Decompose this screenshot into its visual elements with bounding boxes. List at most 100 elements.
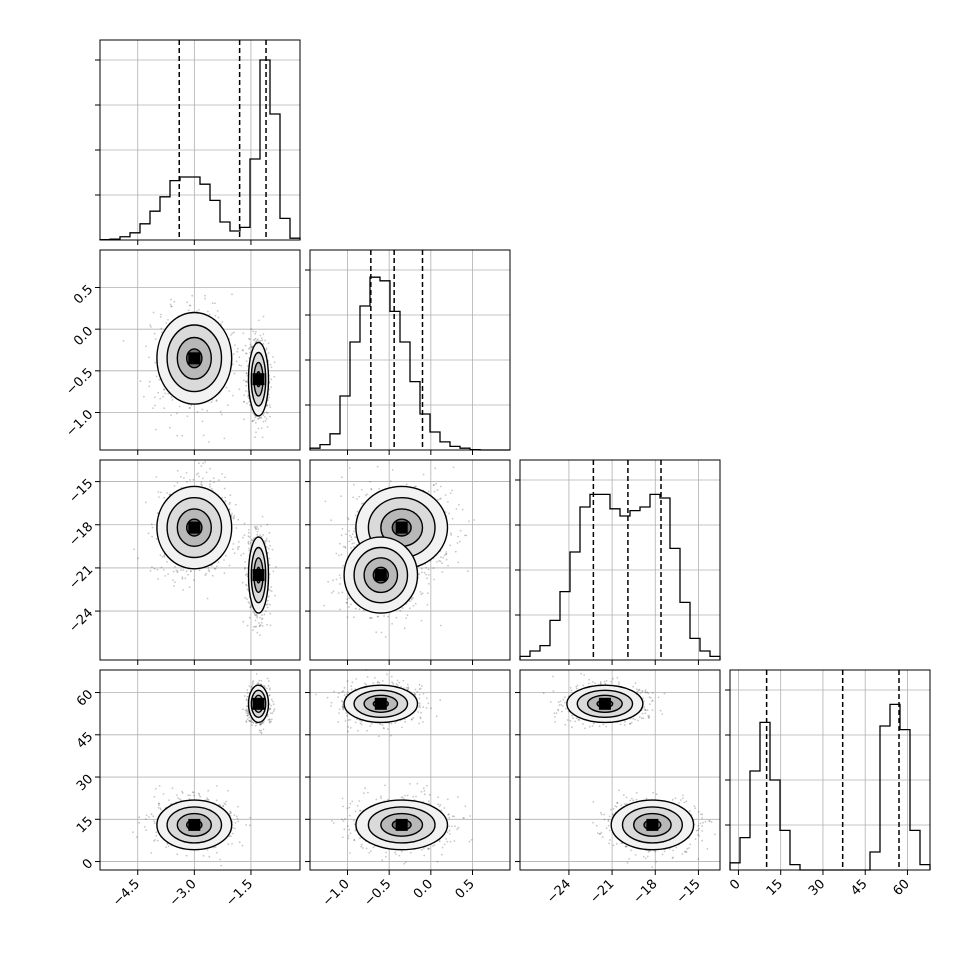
scatter-point [261,515,264,518]
scatter-point [262,534,265,536]
scatter-point [184,577,187,580]
scatter-point [268,595,270,598]
scatter-point [241,349,244,351]
scatter-point [256,615,258,617]
scatter-point [349,534,351,537]
scatter-point [217,316,220,319]
scatter-point [221,321,224,323]
scatter-point [361,502,363,505]
scatter-point [232,548,234,550]
scatter-point [360,488,363,491]
scatter-point [439,485,442,488]
scatter-point [426,603,429,606]
scatter-point [350,547,352,549]
scatter-point [153,795,156,798]
scatter-point [356,510,359,513]
scatter-point [450,534,453,536]
scatter-point [268,415,271,418]
scatter-point [249,343,252,346]
scatter-point [183,477,185,479]
scatter-point [198,569,201,572]
scatter-point [338,574,341,576]
scatter-point [245,380,248,383]
scatter-point [187,794,190,797]
scatter-point [245,352,248,355]
scatter-point [341,528,344,530]
scatter-point [273,361,276,364]
scatter-point [264,416,266,418]
scatter-point [245,583,247,586]
scatter-point [160,327,163,330]
scatter-point [445,558,448,561]
scatter-point [199,795,202,798]
scatter-point [230,334,232,336]
scatter-point [176,570,179,572]
scatter-point [353,616,355,619]
scatter-point [466,570,469,573]
scatter-point [225,800,228,803]
scatter-point [188,304,191,307]
scatter-point [251,420,254,422]
scatter-point [170,305,173,308]
scatter-point [257,417,260,420]
scatter-point [233,331,236,334]
scatter-point [238,364,241,367]
scatter-point [266,426,269,428]
scatter-point [189,794,191,797]
scatter-point [445,553,448,555]
scatter-point [252,330,255,333]
scatter-point [227,843,230,845]
scatter-point [153,822,156,824]
scatter-point [148,356,150,359]
scatter-point [266,715,269,718]
scatter-point [204,574,207,576]
scatter-point [150,813,153,816]
scatter-point [421,592,424,595]
scatter-point [412,604,415,607]
scatter-point [259,616,261,619]
scatter-point [354,536,356,538]
scatter-point [339,583,341,585]
scatter-point [346,616,349,619]
scatter-point [176,794,178,796]
y-tick-label: −0.5 [63,366,96,399]
scatter-point [170,305,173,308]
panel-2-2 [515,459,721,665]
scatter-point [156,839,159,842]
scatter-point [215,851,218,854]
scatter-point [447,501,449,503]
scatter-point [150,325,152,328]
y-tick-label: 0.5 [71,282,96,307]
scatter-point [180,569,182,571]
scatter-point [224,803,227,806]
scatter-point [238,356,241,359]
scatter-point [247,601,250,603]
scatter-point [247,365,249,368]
scatter-point [232,543,235,545]
scatter-point [160,491,162,494]
scatter-point [401,607,404,610]
scatter-point [273,375,276,378]
scatter-point [427,583,430,585]
scatter-point [151,566,153,568]
scatter-point [147,532,150,535]
scatter-point [231,332,234,335]
scatter-point [447,564,449,567]
scatter-point [255,330,257,333]
scatter-point [159,808,162,811]
scatter-point [245,824,248,826]
scatter-point [219,858,222,861]
scatter-point [461,508,464,511]
scatter-point [337,592,340,594]
scatter-point [353,542,355,544]
scatter-point [224,554,227,557]
scatter-point [332,590,335,593]
panel-1-0: −1.0−0.50.00.5 [63,249,301,455]
scatter-point [150,852,153,854]
scatter-point [148,385,151,388]
scatter-point [251,420,254,422]
scatter-point [234,503,237,506]
scatter-point [200,465,203,467]
scatter-point [266,404,268,407]
panel-frame [309,249,511,451]
